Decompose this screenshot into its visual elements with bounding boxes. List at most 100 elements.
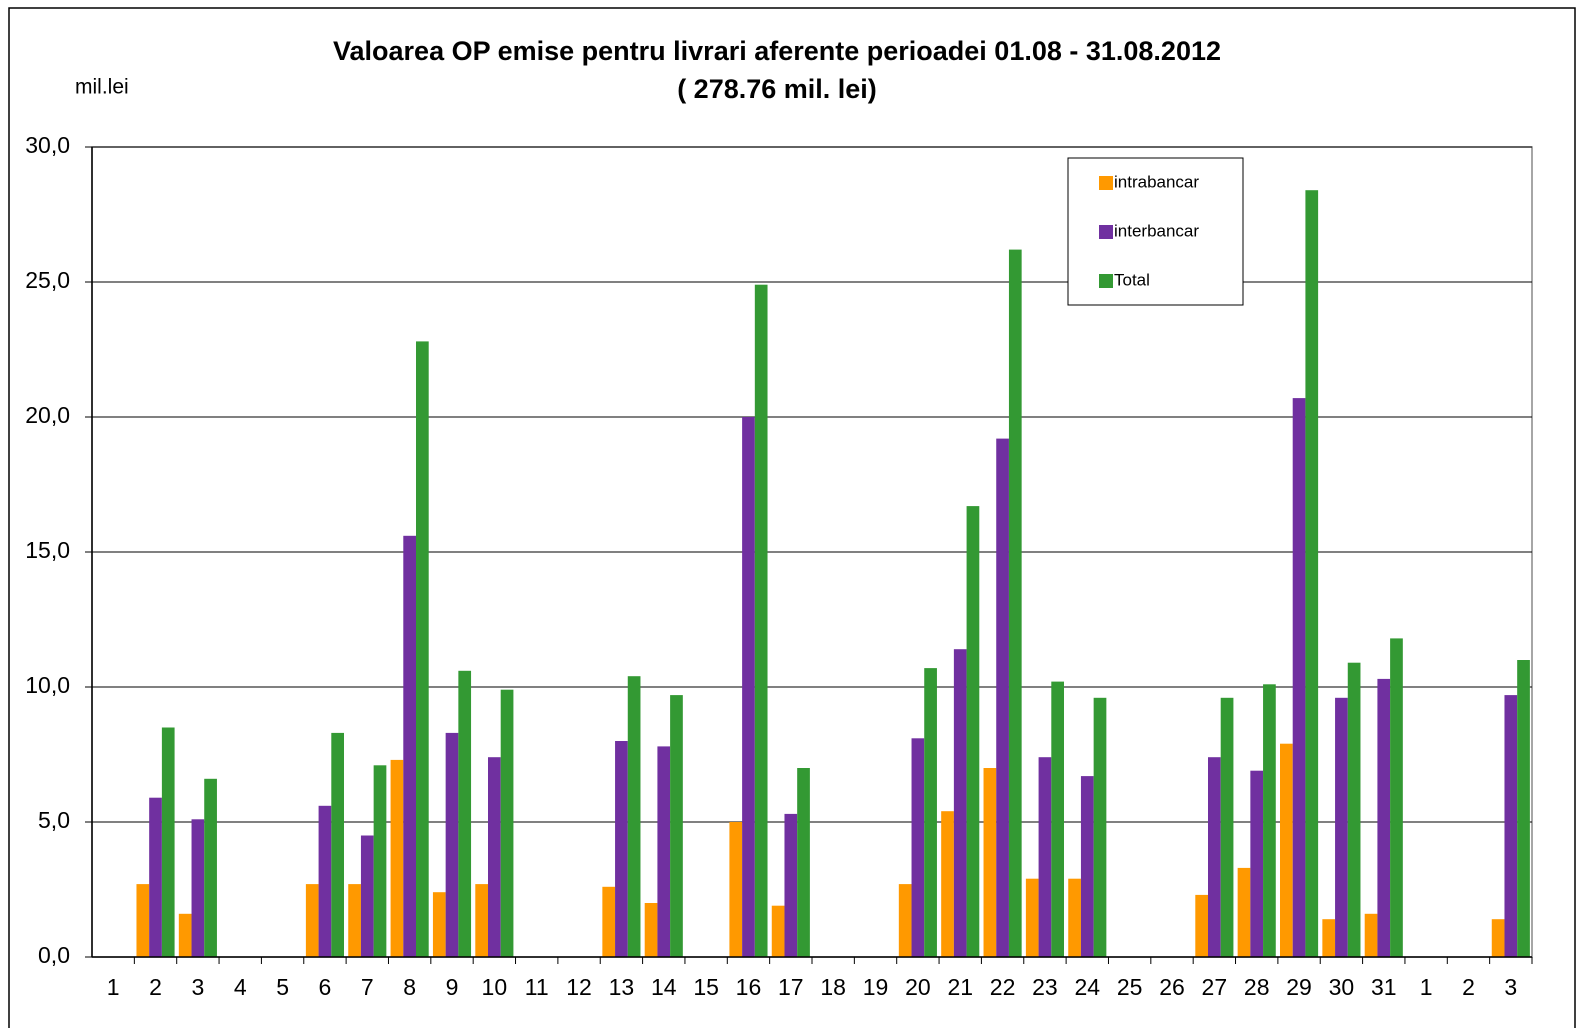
bar <box>771 905 785 957</box>
bar <box>797 768 810 957</box>
bar <box>458 670 472 957</box>
chart-subtitle: ( 278.76 mil. lei) <box>677 74 877 104</box>
legend-swatch <box>1099 176 1113 190</box>
bar <box>754 284 768 957</box>
bar <box>488 757 501 957</box>
x-tick-label: 3 <box>1504 974 1517 1000</box>
bar <box>191 819 205 957</box>
legend-label: interbancar <box>1114 221 1199 240</box>
x-tick-label: 24 <box>1074 974 1100 1000</box>
bar <box>924 668 937 957</box>
x-tick-label: 6 <box>319 974 332 1000</box>
legend-swatch <box>1099 225 1113 239</box>
y-tick-label: 20,0 <box>25 402 70 428</box>
bar <box>1250 770 1264 957</box>
bar <box>1208 757 1221 957</box>
bar <box>1051 681 1064 957</box>
x-tick-label: 14 <box>651 974 677 1000</box>
bar <box>475 884 488 957</box>
bar <box>161 727 175 957</box>
bar <box>1364 913 1378 957</box>
bar <box>657 746 671 957</box>
x-tick-label: 1 <box>107 974 120 1000</box>
bar <box>1280 743 1293 957</box>
x-tick-label: 18 <box>820 974 846 1000</box>
y-tick-label: 0,0 <box>38 942 70 968</box>
bar <box>953 649 967 957</box>
bar <box>1504 695 1518 957</box>
bar <box>966 506 980 957</box>
y-tick-label: 15,0 <box>25 537 70 563</box>
bar <box>627 676 641 957</box>
bar <box>911 738 925 957</box>
bar <box>360 835 374 957</box>
bar <box>331 732 344 957</box>
x-tick-label: 4 <box>234 974 247 1000</box>
bar <box>1305 190 1319 957</box>
x-tick-label: 16 <box>736 974 762 1000</box>
x-tick-label: 2 <box>1462 974 1475 1000</box>
bar <box>1491 919 1505 957</box>
bar <box>1390 638 1403 957</box>
bar <box>784 813 798 957</box>
x-tick-label: 19 <box>863 974 889 1000</box>
x-tick-label: 9 <box>446 974 459 1000</box>
bar <box>742 417 755 957</box>
x-tick-label: 30 <box>1329 974 1355 1000</box>
y-tick-label: 25,0 <box>25 267 70 293</box>
legend-label: Total <box>1114 270 1150 289</box>
bar <box>1220 697 1234 957</box>
bar <box>403 535 416 957</box>
bar <box>1008 249 1022 958</box>
bar <box>390 759 404 957</box>
x-tick-label: 28 <box>1244 974 1270 1000</box>
bar <box>204 778 217 957</box>
bar <box>615 741 628 957</box>
x-tick-label: 11 <box>525 974 549 1000</box>
bar <box>1237 867 1251 957</box>
bar <box>149 797 162 957</box>
legend-label: intrabancar <box>1114 172 1199 191</box>
x-tick-label: 3 <box>191 974 204 1000</box>
x-tick-label: 15 <box>693 974 719 1000</box>
x-tick-label: 23 <box>1032 974 1058 1000</box>
bar <box>1322 919 1336 957</box>
chart-title: Valoarea OP emise pentru livrari aferent… <box>333 36 1221 66</box>
x-tick-label: 17 <box>778 974 804 1000</box>
bar <box>1377 678 1391 957</box>
x-tick-label: 29 <box>1286 974 1312 1000</box>
bar <box>1263 684 1276 957</box>
bar <box>1347 662 1361 957</box>
bar <box>348 884 361 957</box>
bar <box>1195 894 1208 957</box>
y-tick-label: 5,0 <box>38 807 70 833</box>
bar <box>305 884 319 957</box>
x-tick-label: 8 <box>403 974 416 1000</box>
bar <box>416 341 429 957</box>
bar <box>373 765 387 957</box>
bar <box>644 903 658 957</box>
bar <box>1068 878 1081 957</box>
bar <box>1335 697 1348 957</box>
x-tick-label: 2 <box>149 974 162 1000</box>
bar <box>1517 660 1530 957</box>
bar <box>432 892 446 957</box>
legend-box <box>1067 157 1244 306</box>
bar <box>178 913 192 957</box>
bar <box>983 768 997 957</box>
x-tick-label: 7 <box>361 974 374 1000</box>
bar <box>1025 878 1039 957</box>
x-tick-label: 31 <box>1371 974 1397 1000</box>
bar <box>1093 697 1107 957</box>
bar <box>318 805 332 957</box>
y-axis-label: mil.lei <box>75 76 129 99</box>
x-tick-label: 26 <box>1159 974 1185 1000</box>
bar <box>500 689 514 957</box>
y-tick-label: 10,0 <box>25 672 70 698</box>
bar <box>996 438 1009 958</box>
x-tick-label: 13 <box>609 974 635 1000</box>
bar <box>1292 398 1306 958</box>
y-tick-label: 30,0 <box>25 132 70 158</box>
x-tick-label: 21 <box>947 974 973 1000</box>
